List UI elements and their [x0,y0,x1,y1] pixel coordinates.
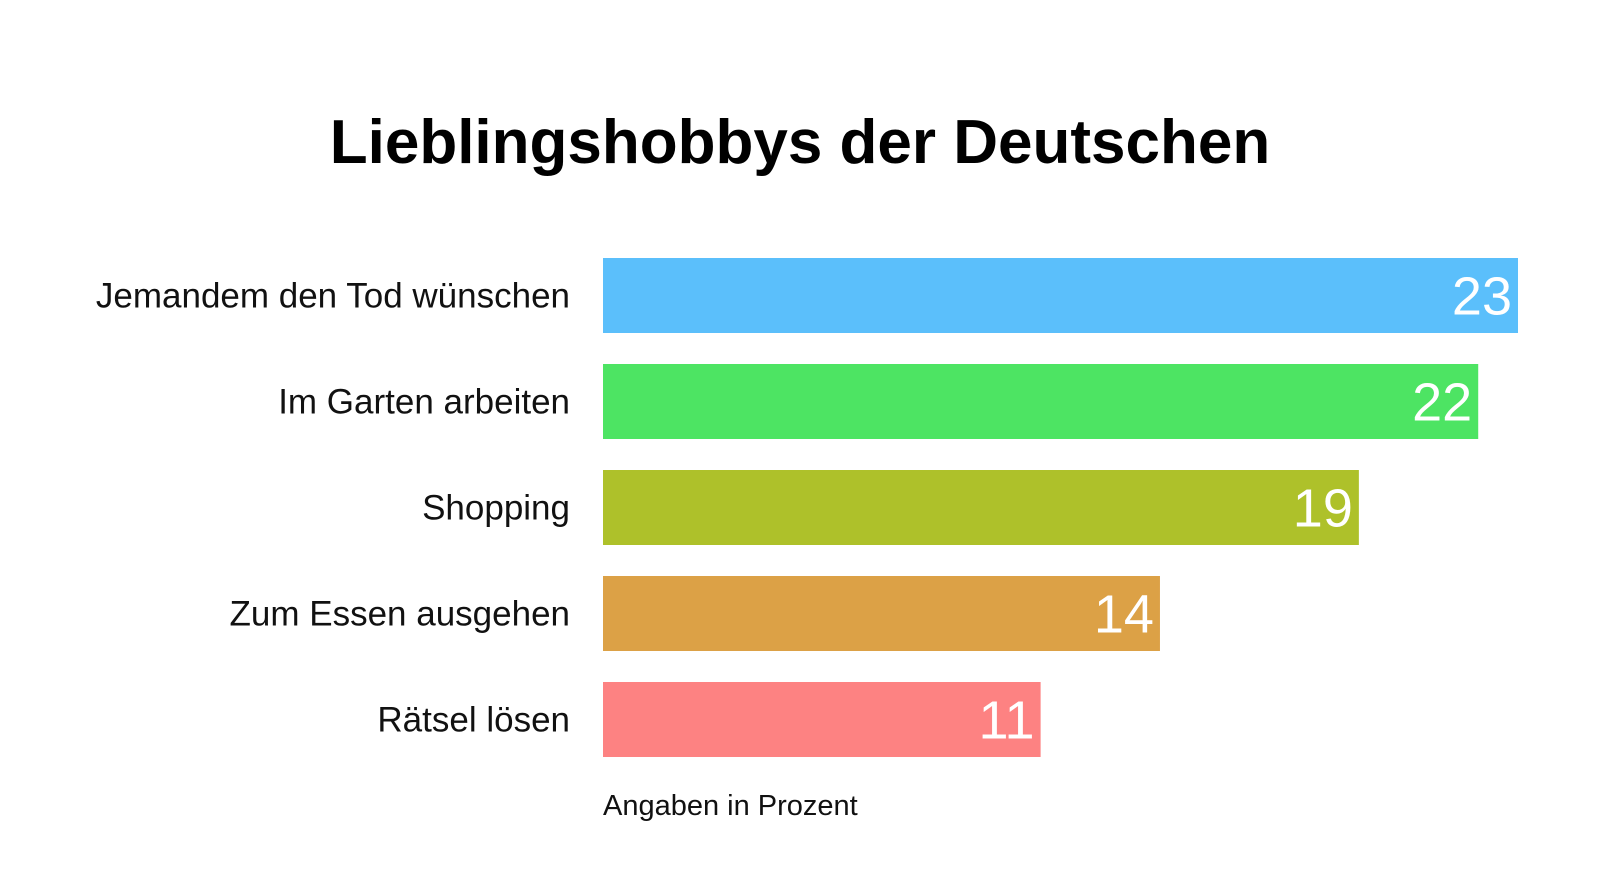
bar-1 [603,258,1518,333]
bar-2 [603,364,1479,439]
bar-3 [603,470,1359,545]
value-label-5: 11 [979,691,1035,751]
value-label-1: 23 [1452,267,1512,327]
value-label-3: 19 [1293,479,1353,539]
category-label-3: Shopping [422,489,570,528]
bar-4 [603,576,1160,651]
category-label-2: Im Garten arbeiten [278,383,570,422]
bar-5 [603,682,1041,757]
value-label-2: 22 [1412,373,1472,433]
chart-title: Lieblingshobbys der Deutschen [330,108,1270,177]
category-label-4: Zum Essen ausgehen [230,595,570,634]
unit-note: Angaben in Prozent [603,790,858,822]
category-label-1: Jemandem den Tod wünschen [96,277,570,316]
category-label-5: Rätsel lösen [377,701,570,740]
bars-group: Jemandem den Tod wünschen 23 Im Garten arb… [96,258,1518,757]
value-label-4: 14 [1094,585,1154,645]
